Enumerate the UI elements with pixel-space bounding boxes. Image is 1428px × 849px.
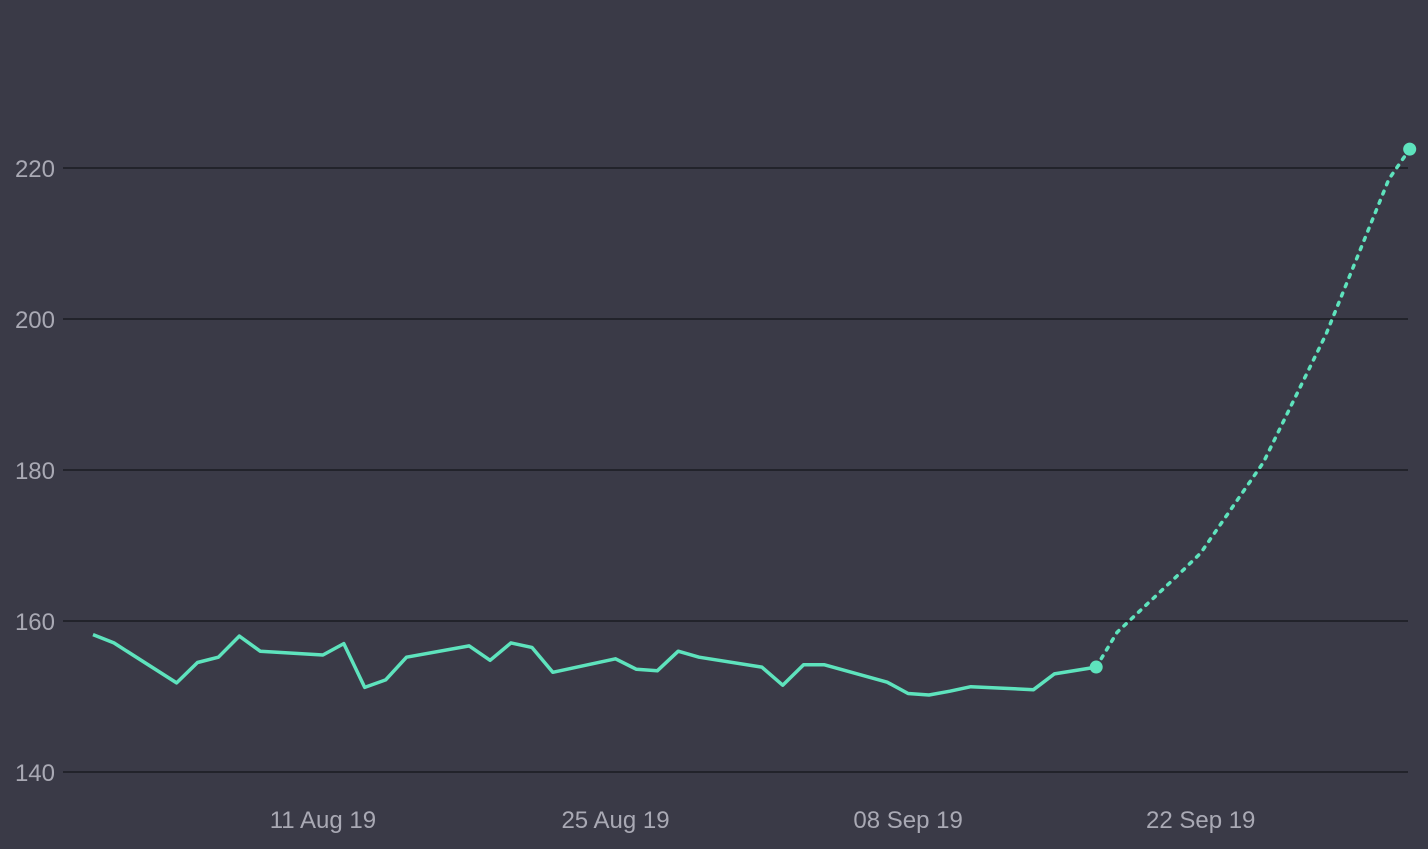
y-tick-label-200: 200	[15, 307, 55, 334]
y-axis-tick-labels: 140 160 180 200 220	[15, 156, 55, 787]
x-axis-tick-labels: 11 Aug 19 25 Aug 19 08 Sep 19 22 Sep 19	[270, 807, 1256, 834]
gridlines	[63, 167, 1408, 773]
y-tick-label-220: 220	[15, 156, 55, 183]
forecast-dotted-line	[1094, 147, 1412, 669]
x-tick-label-2019-09-08: 08 Sep 19	[853, 807, 962, 834]
series-1-end-point	[1403, 142, 1417, 156]
history-line	[92, 632, 1097, 697]
y-tick-label-160: 160	[15, 609, 55, 636]
y-tick-label-140: 140	[15, 760, 55, 787]
series-layer	[92, 142, 1417, 697]
y-tick-label-180: 180	[15, 458, 55, 485]
x-tick-label-2019-09-22: 22 Sep 19	[1146, 807, 1255, 834]
x-tick-label-2019-08-25: 25 Aug 19	[561, 807, 669, 834]
x-tick-label-2019-08-11: 11 Aug 19	[270, 807, 376, 834]
